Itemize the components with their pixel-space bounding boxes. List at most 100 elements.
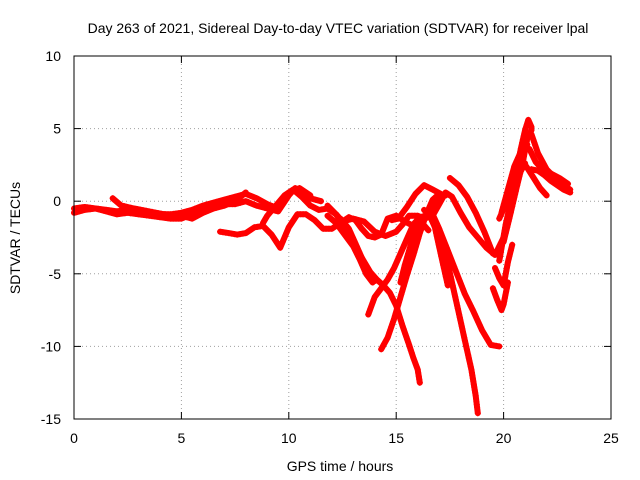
- data-point: [456, 311, 463, 318]
- axis-tick-labels: 0 5 10 15 20 25 -15 -10 -5 0 5 10: [41, 48, 619, 446]
- series-drop-5: [427, 206, 503, 350]
- data-point: [512, 191, 519, 198]
- data-point: [407, 260, 414, 267]
- data-point: [202, 201, 209, 208]
- data-point: [462, 340, 469, 347]
- data-point: [248, 200, 255, 207]
- data-point: [507, 247, 514, 254]
- data-point: [253, 202, 260, 209]
- data-point: [446, 253, 453, 259]
- data-point: [393, 307, 400, 314]
- data-point: [186, 214, 193, 221]
- data-point: [315, 197, 322, 204]
- y-tick-label: -10: [41, 338, 61, 354]
- data-point: [461, 334, 468, 341]
- data-point: [402, 238, 409, 245]
- data-point: [464, 349, 471, 356]
- data-point: [457, 280, 464, 287]
- data-point: [473, 212, 480, 219]
- data-point: [517, 167, 524, 174]
- data-point: [464, 296, 471, 303]
- data-point: [392, 262, 399, 269]
- data-point: [435, 189, 442, 196]
- data-point: [489, 250, 496, 257]
- data-point: [503, 265, 510, 271]
- data-point: [283, 230, 290, 237]
- data-point: [503, 288, 510, 295]
- data-point: [502, 230, 509, 237]
- data-point: [439, 259, 446, 266]
- data-point: [183, 214, 190, 221]
- series-drop-6: [425, 209, 451, 289]
- data-point: [470, 308, 477, 315]
- data-point: [485, 239, 492, 246]
- data-point: [408, 257, 415, 264]
- data-point: [370, 296, 377, 303]
- data-point: [501, 279, 508, 286]
- data-point: [512, 188, 519, 195]
- data-point: [529, 151, 535, 158]
- data-point: [540, 160, 547, 167]
- data-point: [396, 314, 403, 321]
- data-point: [412, 243, 419, 250]
- data-point: [497, 248, 504, 255]
- data-point: [403, 333, 410, 340]
- data-point: [494, 296, 501, 303]
- data-point: [368, 302, 375, 309]
- series-tail-2: [492, 241, 516, 289]
- data-point: [377, 230, 384, 237]
- data-point: [454, 305, 461, 312]
- data-point: [508, 172, 515, 179]
- data-point: [507, 209, 514, 216]
- data-point: [453, 299, 460, 306]
- data-point: [362, 263, 369, 270]
- data-point: [396, 296, 403, 303]
- data-point: [452, 296, 459, 303]
- data-point: [395, 299, 402, 306]
- data-point: [124, 204, 131, 210]
- data-point: [202, 208, 209, 215]
- data-point: [452, 266, 459, 273]
- data-point: [399, 270, 406, 277]
- data-point: [410, 251, 417, 258]
- data-point: [221, 196, 228, 203]
- data-point: [282, 233, 289, 239]
- data-point: [429, 218, 436, 225]
- data-point: [440, 265, 447, 271]
- data-point: [444, 282, 451, 289]
- data-point: [216, 204, 222, 210]
- data-point: [344, 217, 351, 224]
- data-point: [437, 247, 443, 254]
- data-point: [441, 267, 448, 274]
- data-point: [318, 198, 325, 205]
- data-point: [498, 209, 505, 216]
- data-point: [313, 205, 319, 212]
- data-point: [395, 302, 402, 309]
- data-point: [207, 206, 214, 213]
- data-point: [451, 288, 457, 295]
- data-point: [474, 410, 481, 417]
- data-point: [504, 189, 511, 196]
- data-point: [360, 257, 367, 264]
- data-point: [471, 311, 478, 318]
- data-point: [425, 205, 432, 212]
- data-point: [353, 243, 360, 250]
- data-point: [507, 250, 513, 257]
- data-point: [351, 237, 358, 244]
- data-point: [501, 295, 508, 302]
- data-point: [515, 176, 522, 183]
- data-point: [385, 332, 392, 338]
- data-point: [352, 240, 359, 247]
- data-point: [368, 233, 375, 240]
- data-point: [508, 244, 515, 251]
- data-point: [279, 238, 286, 245]
- data-point: [413, 241, 420, 247]
- data-point: [503, 192, 510, 199]
- data-point: [565, 180, 572, 187]
- data-point: [467, 302, 474, 309]
- data-point: [355, 246, 361, 253]
- data-point: [505, 183, 512, 190]
- data-point: [490, 288, 497, 295]
- data-point: [427, 202, 434, 209]
- data-point: [511, 194, 518, 201]
